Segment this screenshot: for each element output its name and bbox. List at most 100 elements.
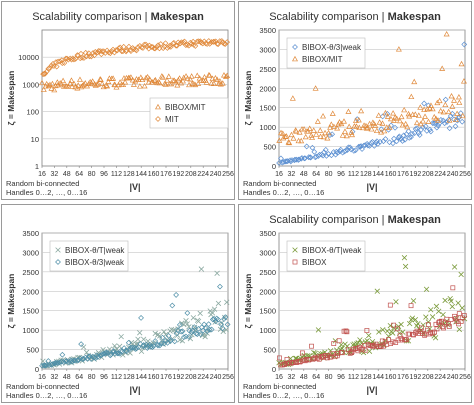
data-point	[97, 352, 104, 359]
data-point	[114, 47, 121, 54]
data-point	[344, 329, 350, 335]
x-tick-label: 256	[222, 374, 234, 381]
data-point	[186, 333, 192, 340]
data-point	[343, 132, 350, 139]
x-tick-label: 112	[348, 171, 359, 178]
data-point	[211, 316, 218, 322]
data-point	[83, 349, 90, 356]
chart-panel-1: Scalability comparison | Makespan 1 10 100 1…	[1, 1, 235, 200]
data-point	[71, 56, 77, 63]
data-point	[115, 81, 122, 88]
data-point	[123, 348, 130, 355]
data-point	[448, 298, 454, 304]
data-point	[201, 38, 208, 45]
data-point	[411, 130, 418, 136]
data-point	[118, 333, 124, 340]
data-point	[57, 58, 63, 65]
legend: BIBOX-θ/3|weak BIBOX/MIT	[286, 37, 366, 69]
data-point	[426, 126, 433, 133]
data-point	[118, 347, 124, 354]
x-tick-label: 64	[312, 374, 320, 381]
data-point	[178, 328, 185, 335]
legend: BIBOX/MIT MIT	[149, 97, 229, 129]
data-point	[396, 117, 403, 124]
data-point	[193, 330, 200, 337]
legend-label: MIT	[165, 115, 179, 124]
x-tick-label: 16	[275, 374, 283, 381]
data-point	[314, 118, 321, 124]
data-point	[349, 131, 356, 138]
data-point	[347, 144, 353, 151]
data-point	[179, 78, 186, 84]
data-point	[401, 106, 408, 113]
x-tick-label: 144	[135, 171, 147, 178]
chart-title: Scalability comparison | Makespan	[269, 11, 441, 23]
data-point	[67, 80, 74, 86]
data-point	[396, 133, 403, 140]
y-tick-label: 500	[263, 346, 276, 355]
x-axis-label: |V|	[366, 385, 377, 395]
data-point	[432, 329, 437, 335]
data-point	[214, 270, 220, 276]
data-point	[91, 52, 98, 59]
legend-box	[49, 240, 129, 272]
data-point	[421, 106, 428, 112]
data-point	[184, 321, 190, 327]
data-point	[425, 322, 431, 327]
data-point	[337, 148, 343, 155]
legend-label: BIBOX-θ/T|weak	[302, 246, 362, 255]
data-point	[457, 110, 464, 116]
data-point	[220, 72, 227, 78]
data-point	[217, 283, 223, 290]
x-tick-label: 32	[288, 374, 296, 381]
data-point	[390, 330, 396, 336]
data-point	[392, 124, 398, 131]
data-point	[443, 30, 450, 37]
data-point	[459, 118, 466, 125]
data-point	[52, 82, 59, 89]
data-point	[200, 327, 206, 334]
x-tick-label: 192	[410, 374, 422, 381]
y-tick-label: 3000	[259, 248, 276, 257]
data-point	[183, 317, 189, 324]
data-point	[108, 48, 115, 55]
x-tick-label: 160	[148, 374, 160, 381]
x-tick-label: 112	[111, 171, 122, 178]
legend-marker	[292, 259, 298, 265]
data-point	[176, 75, 183, 81]
data-point	[436, 97, 443, 104]
chart-title-bold: Makespan	[388, 11, 441, 23]
data-point	[147, 343, 154, 350]
data-point	[211, 38, 217, 45]
data-point	[365, 142, 371, 149]
y-tick-label: 3500	[259, 26, 276, 35]
data-point	[166, 43, 172, 50]
data-point	[221, 316, 227, 322]
x-tick-label: 32	[51, 171, 59, 178]
data-point	[52, 360, 59, 366]
data-point	[423, 314, 429, 320]
data-point	[413, 330, 418, 336]
x-tick-label: 192	[410, 171, 422, 178]
x-tick-label: 32	[51, 374, 59, 381]
data-point	[335, 351, 341, 356]
note-line: Random bi-connected	[6, 382, 79, 391]
data-point	[384, 111, 391, 117]
data-point	[379, 338, 385, 344]
data-point	[348, 146, 355, 153]
data-point	[423, 286, 430, 292]
data-point	[461, 313, 467, 318]
data-point	[42, 70, 49, 77]
data-point	[427, 102, 434, 108]
data-point	[65, 83, 72, 89]
x-axis-label: |V|	[129, 385, 140, 395]
data-point	[424, 106, 431, 112]
data-point	[85, 50, 92, 57]
data-point	[400, 132, 407, 139]
x-tick-label: 192	[173, 171, 185, 178]
data-point	[168, 337, 174, 343]
x-tick-label: 16	[275, 171, 283, 178]
data-point	[322, 129, 329, 136]
data-point	[410, 298, 417, 304]
data-point	[398, 321, 404, 328]
